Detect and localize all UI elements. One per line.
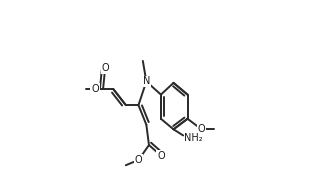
Text: O: O	[157, 151, 165, 161]
Text: NH₂: NH₂	[184, 133, 203, 143]
Text: O: O	[101, 63, 109, 73]
Text: O: O	[198, 124, 205, 134]
Text: O: O	[91, 84, 99, 94]
Text: N: N	[143, 77, 150, 87]
Text: O: O	[135, 155, 142, 165]
